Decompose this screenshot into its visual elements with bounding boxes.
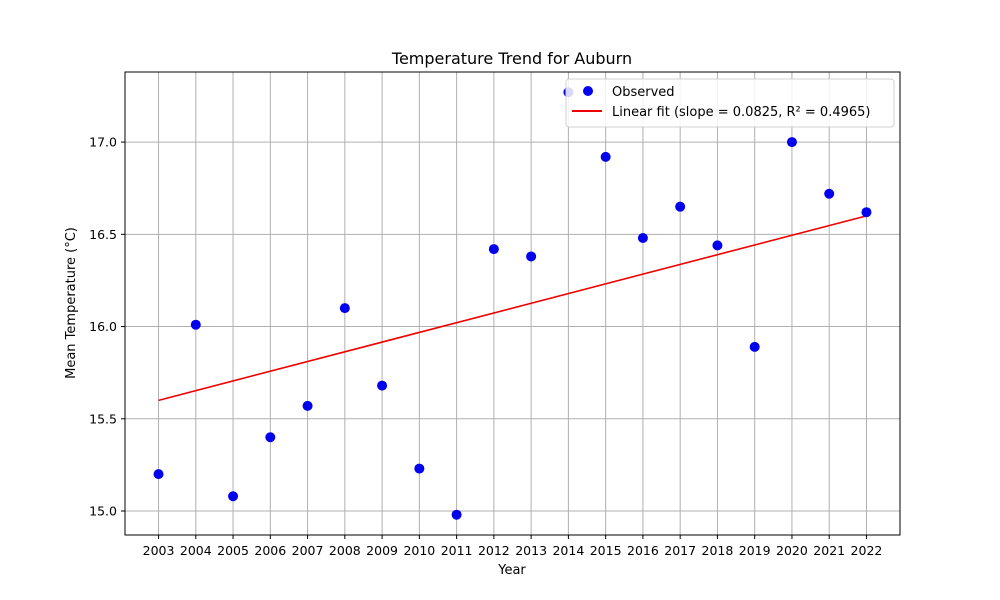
x-tick-label: 2005 (217, 543, 249, 558)
data-point (637, 233, 648, 244)
data-point (265, 432, 276, 443)
y-tick-label: 16.5 (89, 227, 117, 242)
data-point (786, 137, 797, 148)
x-tick-label: 2020 (776, 543, 808, 558)
x-tick-label: 2006 (254, 543, 286, 558)
y-axis-ticks: 15.0 15.5 16.0 16.5 17.0 (89, 135, 125, 519)
plot-frame (124, 71, 901, 536)
x-tick-label: 2004 (180, 543, 212, 558)
data-point (302, 400, 313, 411)
legend-label-fit: Linear fit (slope = 0.0825, R² = 0.4965) (612, 105, 870, 120)
x-tick-label: 2003 (143, 543, 175, 558)
x-tick-label: 2014 (552, 543, 584, 558)
x-tick-label: 2007 (292, 543, 324, 558)
x-tick-label: 2015 (590, 543, 622, 558)
y-tick-label: 15.0 (89, 504, 117, 519)
x-tick-label: 2012 (478, 543, 510, 558)
x-tick-label: 2011 (441, 543, 473, 558)
x-tick-label: 2021 (813, 543, 845, 558)
data-point (339, 303, 350, 314)
x-tick-label: 2013 (515, 543, 547, 558)
x-axis-label: Year (497, 563, 526, 578)
y-axis-label: Mean Temperature (°C) (64, 227, 79, 379)
x-tick-label: 2017 (664, 543, 696, 558)
fit-line-group (158, 215, 867, 402)
fit-line (158, 215, 867, 402)
data-point (600, 151, 611, 162)
x-tick-label: 2018 (702, 543, 734, 558)
chart-title: Temperature Trend for Auburn (391, 49, 632, 68)
legend: Observed Linear fit (slope = 0.0825, R² … (565, 78, 895, 128)
x-tick-label: 2019 (739, 543, 771, 558)
data-point (377, 380, 388, 391)
x-tick-label: 2009 (366, 543, 398, 558)
data-point (488, 244, 499, 255)
data-point (228, 491, 239, 502)
y-tick-label: 16.0 (89, 319, 117, 334)
scatter-points (153, 87, 872, 520)
data-point (414, 463, 425, 474)
data-point (824, 188, 835, 199)
y-tick-label: 17.0 (89, 135, 117, 150)
y-tick-label: 15.5 (89, 411, 117, 426)
x-axis-ticks: 2003 2004 2005 2006 2007 2008 2009 2010 2011 2012… (143, 535, 883, 558)
x-tick-label: 2022 (851, 543, 883, 558)
data-point (749, 341, 760, 352)
data-point (526, 251, 537, 262)
data-point (712, 240, 723, 251)
data-point (153, 469, 164, 480)
data-point (861, 207, 872, 218)
data-point (675, 201, 686, 212)
x-tick-label: 2008 (329, 543, 361, 558)
data-point (190, 319, 201, 330)
legend-marker-observed (583, 86, 593, 96)
legend-box (565, 78, 895, 128)
x-tick-label: 2010 (403, 543, 435, 558)
data-point (451, 509, 462, 520)
legend-label-observed: Observed (612, 85, 675, 100)
x-tick-label: 2016 (627, 543, 659, 558)
